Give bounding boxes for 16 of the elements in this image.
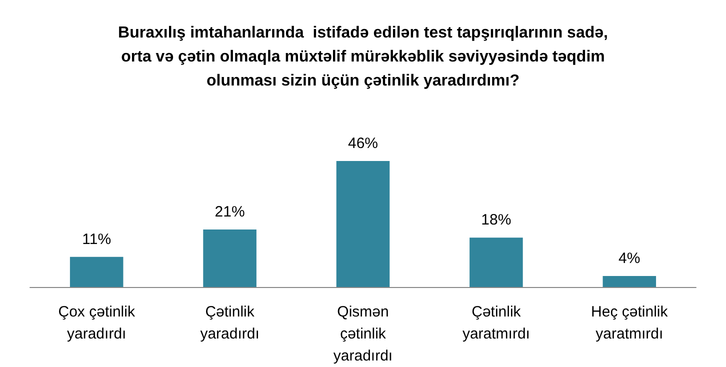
x-tick-label: Çətinlik yaradırdı (200, 304, 260, 342)
bar (602, 276, 656, 287)
data-label: 18% (481, 212, 512, 229)
x-tick-label: Çətinlik yaratmırdı (462, 304, 530, 342)
bar (70, 256, 124, 287)
bar (336, 160, 390, 287)
x-tick-label: Heç çətinlik yaratmırdı (591, 304, 668, 342)
chart-title: Buraxılış imtahanlarında istifadə edilən test tapşırıqlarının sadə, orta və çətin olmaqla müxtəlif mürəkkəblik səviyyəsində təqdim olunması sizin üçün çətinlik yaradırdımı? (118, 24, 608, 90)
data-label: 11% (82, 230, 112, 248)
bar (470, 238, 523, 287)
x-tick-label: Çox çətinlik yaradırdı (58, 304, 136, 342)
data-label: 4% (618, 250, 640, 268)
bar (203, 229, 256, 287)
data-label: 46% (348, 134, 378, 152)
data-label: 21% (214, 203, 245, 220)
x-tick-label: Qismən çətinlik yaradırdı (333, 304, 393, 364)
